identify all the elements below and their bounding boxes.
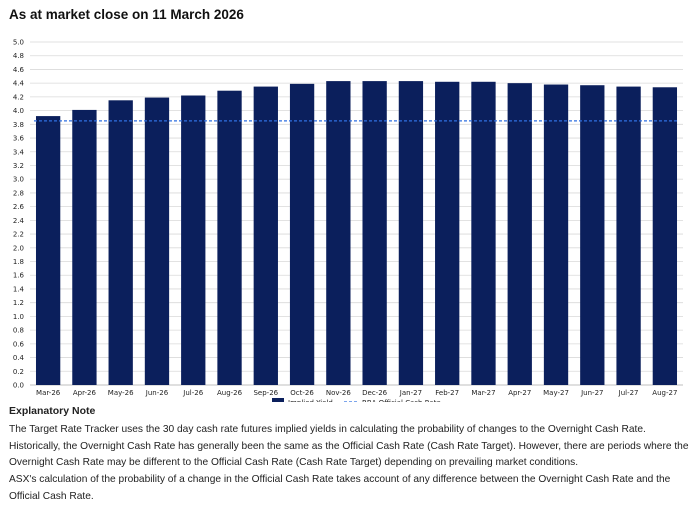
y-tick-label: 0.8 [13,327,24,335]
implied-yield-chart: 0.0 0.2 0.4 0.6 0.8 1.0 1.2 1.4 1.6 1.8 2.0 2.2 2.4 2… [13,39,683,402]
x-tick-label: Mar-26 [36,389,61,397]
y-tick-label: 0.6 [13,340,25,348]
legend-label-rba-cash-rate: RBA Official Cash Rate [362,399,441,402]
bar-implied-yield [217,90,242,386]
explanatory-note-heading: Explanatory Note [9,405,96,417]
y-tick-label: 4.6 [13,66,25,74]
x-tick-label: Jun-26 [145,389,169,397]
x-tick-label: Jul-26 [182,389,203,397]
y-tick-label: 4.8 [13,52,24,60]
bar-implied-yield [616,86,641,385]
bar-implied-yield [362,81,387,386]
y-tick-label: 4.0 [13,107,24,115]
x-tick-label: Apr-26 [73,389,97,397]
y-tick-label: 0.0 [13,382,24,390]
y-tick-label: 2.4 [13,217,25,225]
y-tick-label: 4.2 [13,93,24,101]
y-tick-label: 3.8 [13,121,24,129]
y-tick-label: 3.2 [13,162,24,170]
y-tick-label: 0.4 [13,354,25,362]
y-tick-label: 1.2 [13,299,24,307]
bar-implied-yield [471,81,496,385]
x-tick-label: Jul-27 [618,389,639,397]
bar-implied-yield [435,81,460,385]
y-tick-label: 1.8 [13,258,24,266]
y-tick-label: 2.8 [13,189,24,197]
legend-swatch-implied-yield [272,398,284,402]
y-tick-label: 5.0 [13,39,24,47]
x-tick-label: Aug-26 [217,389,243,397]
x-tick-label: Sep-26 [253,389,278,397]
y-tick-label: 1.6 [13,272,25,280]
x-tick-label: Oct-26 [290,389,314,397]
y-tick-label: 3.6 [13,135,25,143]
x-tick-label: Jan-27 [399,389,422,397]
legend-label-implied-yield: Implied Yield [288,399,333,402]
y-tick-label: 3.4 [13,148,25,156]
explanatory-note-paragraph-2: ASX's calculation of the probability of … [9,474,671,502]
x-tick-label: May-27 [543,389,569,397]
bar-implied-yield [507,83,532,385]
y-tick-label: 4.4 [13,80,25,88]
x-tick-label: May-26 [108,389,134,397]
bar-implied-yield [652,87,678,385]
x-tick-label: Apr-27 [508,389,531,397]
y-tick-label: 2.2 [13,231,24,239]
bar-implied-yield [543,84,569,386]
y-tick-label: 1.4 [13,285,25,293]
x-tick-label: Mar-27 [471,389,495,397]
page-title: As at market close on 11 March 2026 [9,7,244,22]
y-tick-label: 0.2 [13,368,24,376]
y-tick-label: 3.0 [13,176,24,184]
y-tick-label: 2.0 [13,244,24,252]
x-tick-label: Feb-27 [435,389,459,397]
bar-implied-yield [181,95,206,386]
y-tick-label: 2.6 [13,203,25,211]
x-tick-label: Aug-27 [652,389,677,397]
bar-implied-yield [144,97,170,385]
bar-implied-yield [72,109,97,385]
bar-implied-yield [398,81,424,386]
x-tick-label: Nov-26 [326,389,351,397]
explanatory-note-paragraph-1: The Target Rate Tracker uses the 30 day … [9,424,689,468]
y-tick-label: 1.0 [13,313,24,321]
x-tick-label: Dec-26 [362,389,388,397]
bar-implied-yield [326,81,351,386]
x-tick-label: Jun-27 [580,389,603,397]
bar-implied-yield [35,116,61,385]
bar-implied-yield [289,83,315,385]
bar-implied-yield [108,100,133,385]
bar-implied-yield [253,86,278,385]
bar-implied-yield [580,85,605,385]
